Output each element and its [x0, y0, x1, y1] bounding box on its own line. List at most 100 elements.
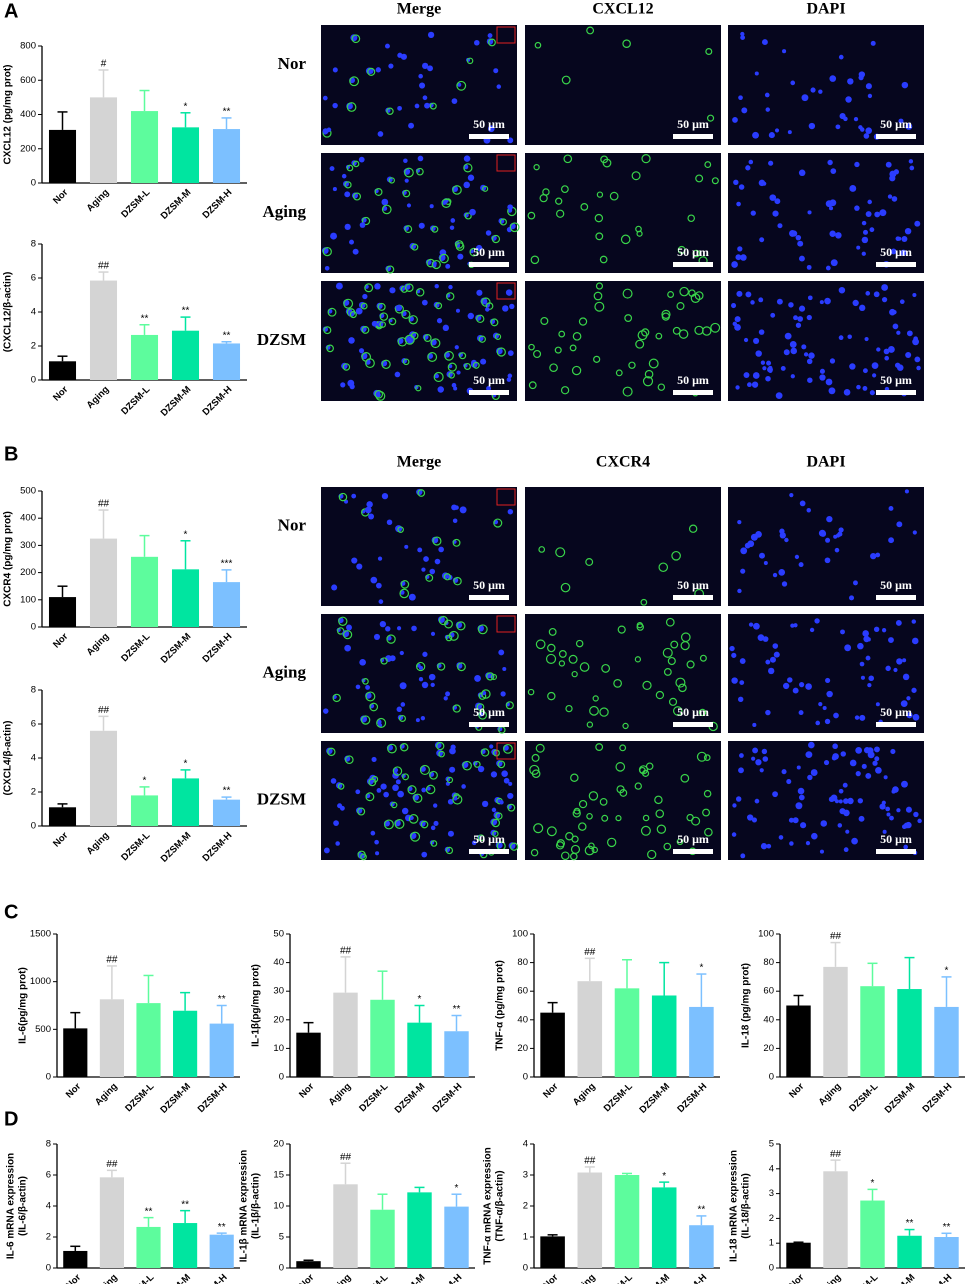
- nucleus: [780, 365, 786, 371]
- signal: [404, 283, 414, 293]
- nucleus: [326, 127, 332, 133]
- nucleus: [904, 227, 912, 235]
- nucleus: [397, 105, 402, 111]
- y-tick-label: 40: [763, 1014, 774, 1025]
- signal: [462, 760, 472, 771]
- x-tick-label: Aging: [93, 1272, 120, 1284]
- signal: [322, 246, 332, 257]
- nucleus: [754, 798, 760, 804]
- nucleus: [837, 823, 843, 828]
- y-tick-label: 40: [517, 1014, 528, 1025]
- nucleus: [916, 365, 921, 371]
- nucleus: [769, 194, 777, 201]
- signal: [624, 314, 633, 322]
- nucleus: [914, 356, 921, 363]
- signal: [376, 717, 387, 728]
- nucleus: [415, 718, 420, 723]
- signal: [404, 225, 413, 234]
- nucleus: [870, 552, 877, 560]
- nucleus: [805, 751, 813, 759]
- x-tick-label: DZSM-H: [675, 1272, 709, 1284]
- nucleus: [901, 81, 909, 89]
- nucleus: [447, 798, 454, 805]
- nucleus: [452, 518, 458, 524]
- x-tick-label: DZSM-H: [920, 1272, 954, 1284]
- signal: [691, 816, 701, 826]
- signal: [441, 198, 452, 208]
- scale-bar: [673, 849, 713, 854]
- signal: [678, 329, 689, 339]
- significance: **: [218, 994, 226, 1005]
- signal: [539, 193, 548, 203]
- nucleus: [427, 65, 433, 72]
- nucleus: [509, 303, 515, 310]
- signal: [658, 562, 669, 573]
- signal: [415, 287, 425, 297]
- nucleus: [438, 546, 444, 553]
- nucleus: [335, 841, 340, 846]
- nucleus: [758, 329, 765, 335]
- y-tick-label: 0: [31, 375, 36, 386]
- nucleus: [898, 118, 904, 124]
- signal: [578, 317, 588, 326]
- significance: **: [141, 313, 149, 324]
- nucleus: [909, 165, 915, 171]
- nucleus: [461, 784, 466, 789]
- nucleus: [388, 63, 394, 69]
- signal: [641, 328, 650, 337]
- y-tick-label: 8: [46, 1139, 51, 1150]
- x-tick-label: DZSM-M: [637, 1272, 672, 1284]
- nucleus: [500, 691, 506, 697]
- signal: [374, 389, 384, 399]
- nucleus: [789, 841, 794, 846]
- signal: [420, 820, 429, 829]
- signal: [548, 627, 557, 636]
- signal: [448, 371, 455, 379]
- signal: [377, 302, 386, 311]
- nucleus: [847, 797, 854, 805]
- signal: [344, 755, 354, 765]
- bar: [540, 1012, 565, 1077]
- x-tick-label: DZSM-M: [393, 1272, 428, 1284]
- nucleus: [892, 786, 899, 793]
- x-tick-label: Aging: [85, 631, 112, 658]
- nucleus: [753, 622, 760, 630]
- signal: [570, 773, 579, 782]
- y-axis-label: CXCL12 (pg/mg prot): [3, 65, 14, 165]
- signal: [482, 185, 489, 192]
- nucleus: [371, 756, 377, 763]
- nucleus: [477, 765, 485, 773]
- nucleus: [843, 847, 849, 853]
- signal: [381, 359, 391, 370]
- bar: [444, 1206, 469, 1268]
- scale-bar: [469, 134, 509, 139]
- signal: [452, 185, 462, 195]
- x-tick-label: Nor: [297, 1272, 317, 1284]
- nucleus: [375, 851, 380, 856]
- nucleus: [408, 593, 416, 601]
- nucleus: [772, 572, 778, 578]
- nucleus: [753, 337, 760, 344]
- nucleus: [433, 820, 439, 827]
- nucleus: [330, 778, 337, 784]
- nucleus: [856, 384, 861, 390]
- signal: [509, 222, 520, 233]
- nucleus: [795, 234, 802, 241]
- nucleus: [869, 390, 875, 396]
- nucleus: [392, 784, 399, 792]
- signal: [657, 383, 666, 391]
- signal: [530, 848, 539, 857]
- nucleus: [423, 556, 429, 562]
- nucleus: [434, 558, 441, 565]
- significance: *: [184, 529, 188, 540]
- nucleus: [377, 131, 384, 137]
- nucleus: [883, 775, 888, 780]
- nucleus: [395, 779, 401, 785]
- signal: [399, 743, 409, 752]
- signal: [476, 314, 485, 324]
- nucleus: [774, 198, 781, 205]
- nucleus: [347, 379, 355, 387]
- nucleus: [873, 291, 880, 298]
- scale-bar-label: 50 μm: [880, 373, 912, 387]
- significance: **: [223, 107, 231, 118]
